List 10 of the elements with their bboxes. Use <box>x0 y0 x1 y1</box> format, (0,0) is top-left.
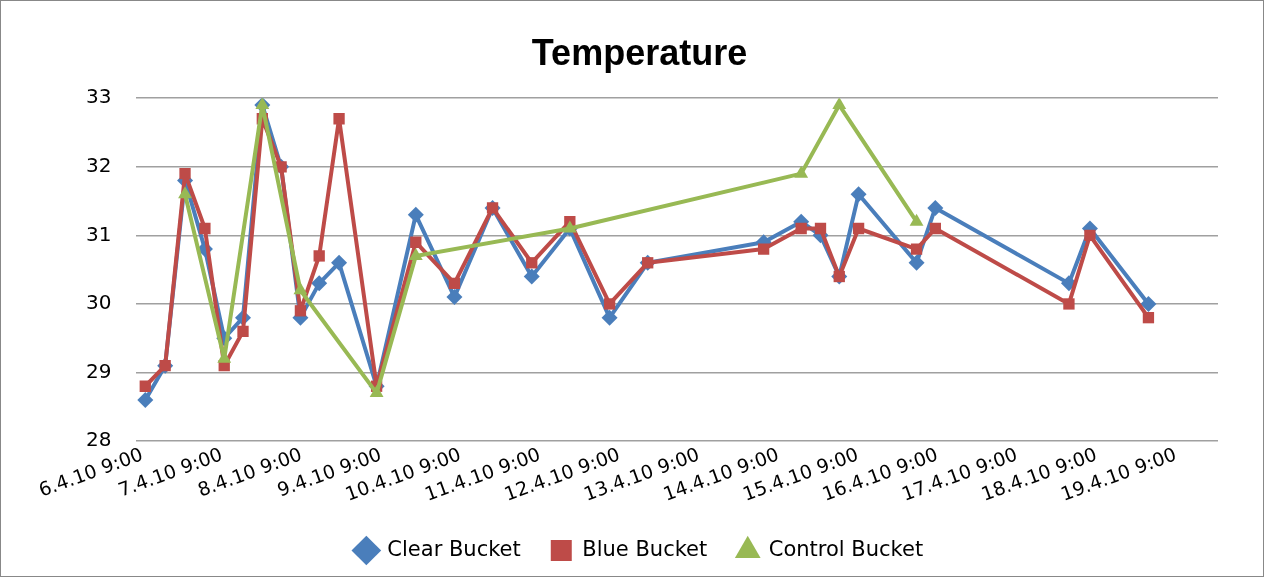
legend-label: Control Bucket <box>768 536 924 561</box>
chart-title: Temperature <box>531 31 748 73</box>
legend-label: Clear Bucket <box>387 536 521 561</box>
y-tick-label: 31 <box>86 221 112 246</box>
y-tick-label: 29 <box>86 358 112 383</box>
y-tick-label: 32 <box>86 152 112 177</box>
y-tick-label: 30 <box>86 290 112 315</box>
y-tick-label: 28 <box>86 427 112 452</box>
legend-label: Blue Bucket <box>582 536 708 561</box>
y-tick-label: 33 <box>86 84 112 109</box>
